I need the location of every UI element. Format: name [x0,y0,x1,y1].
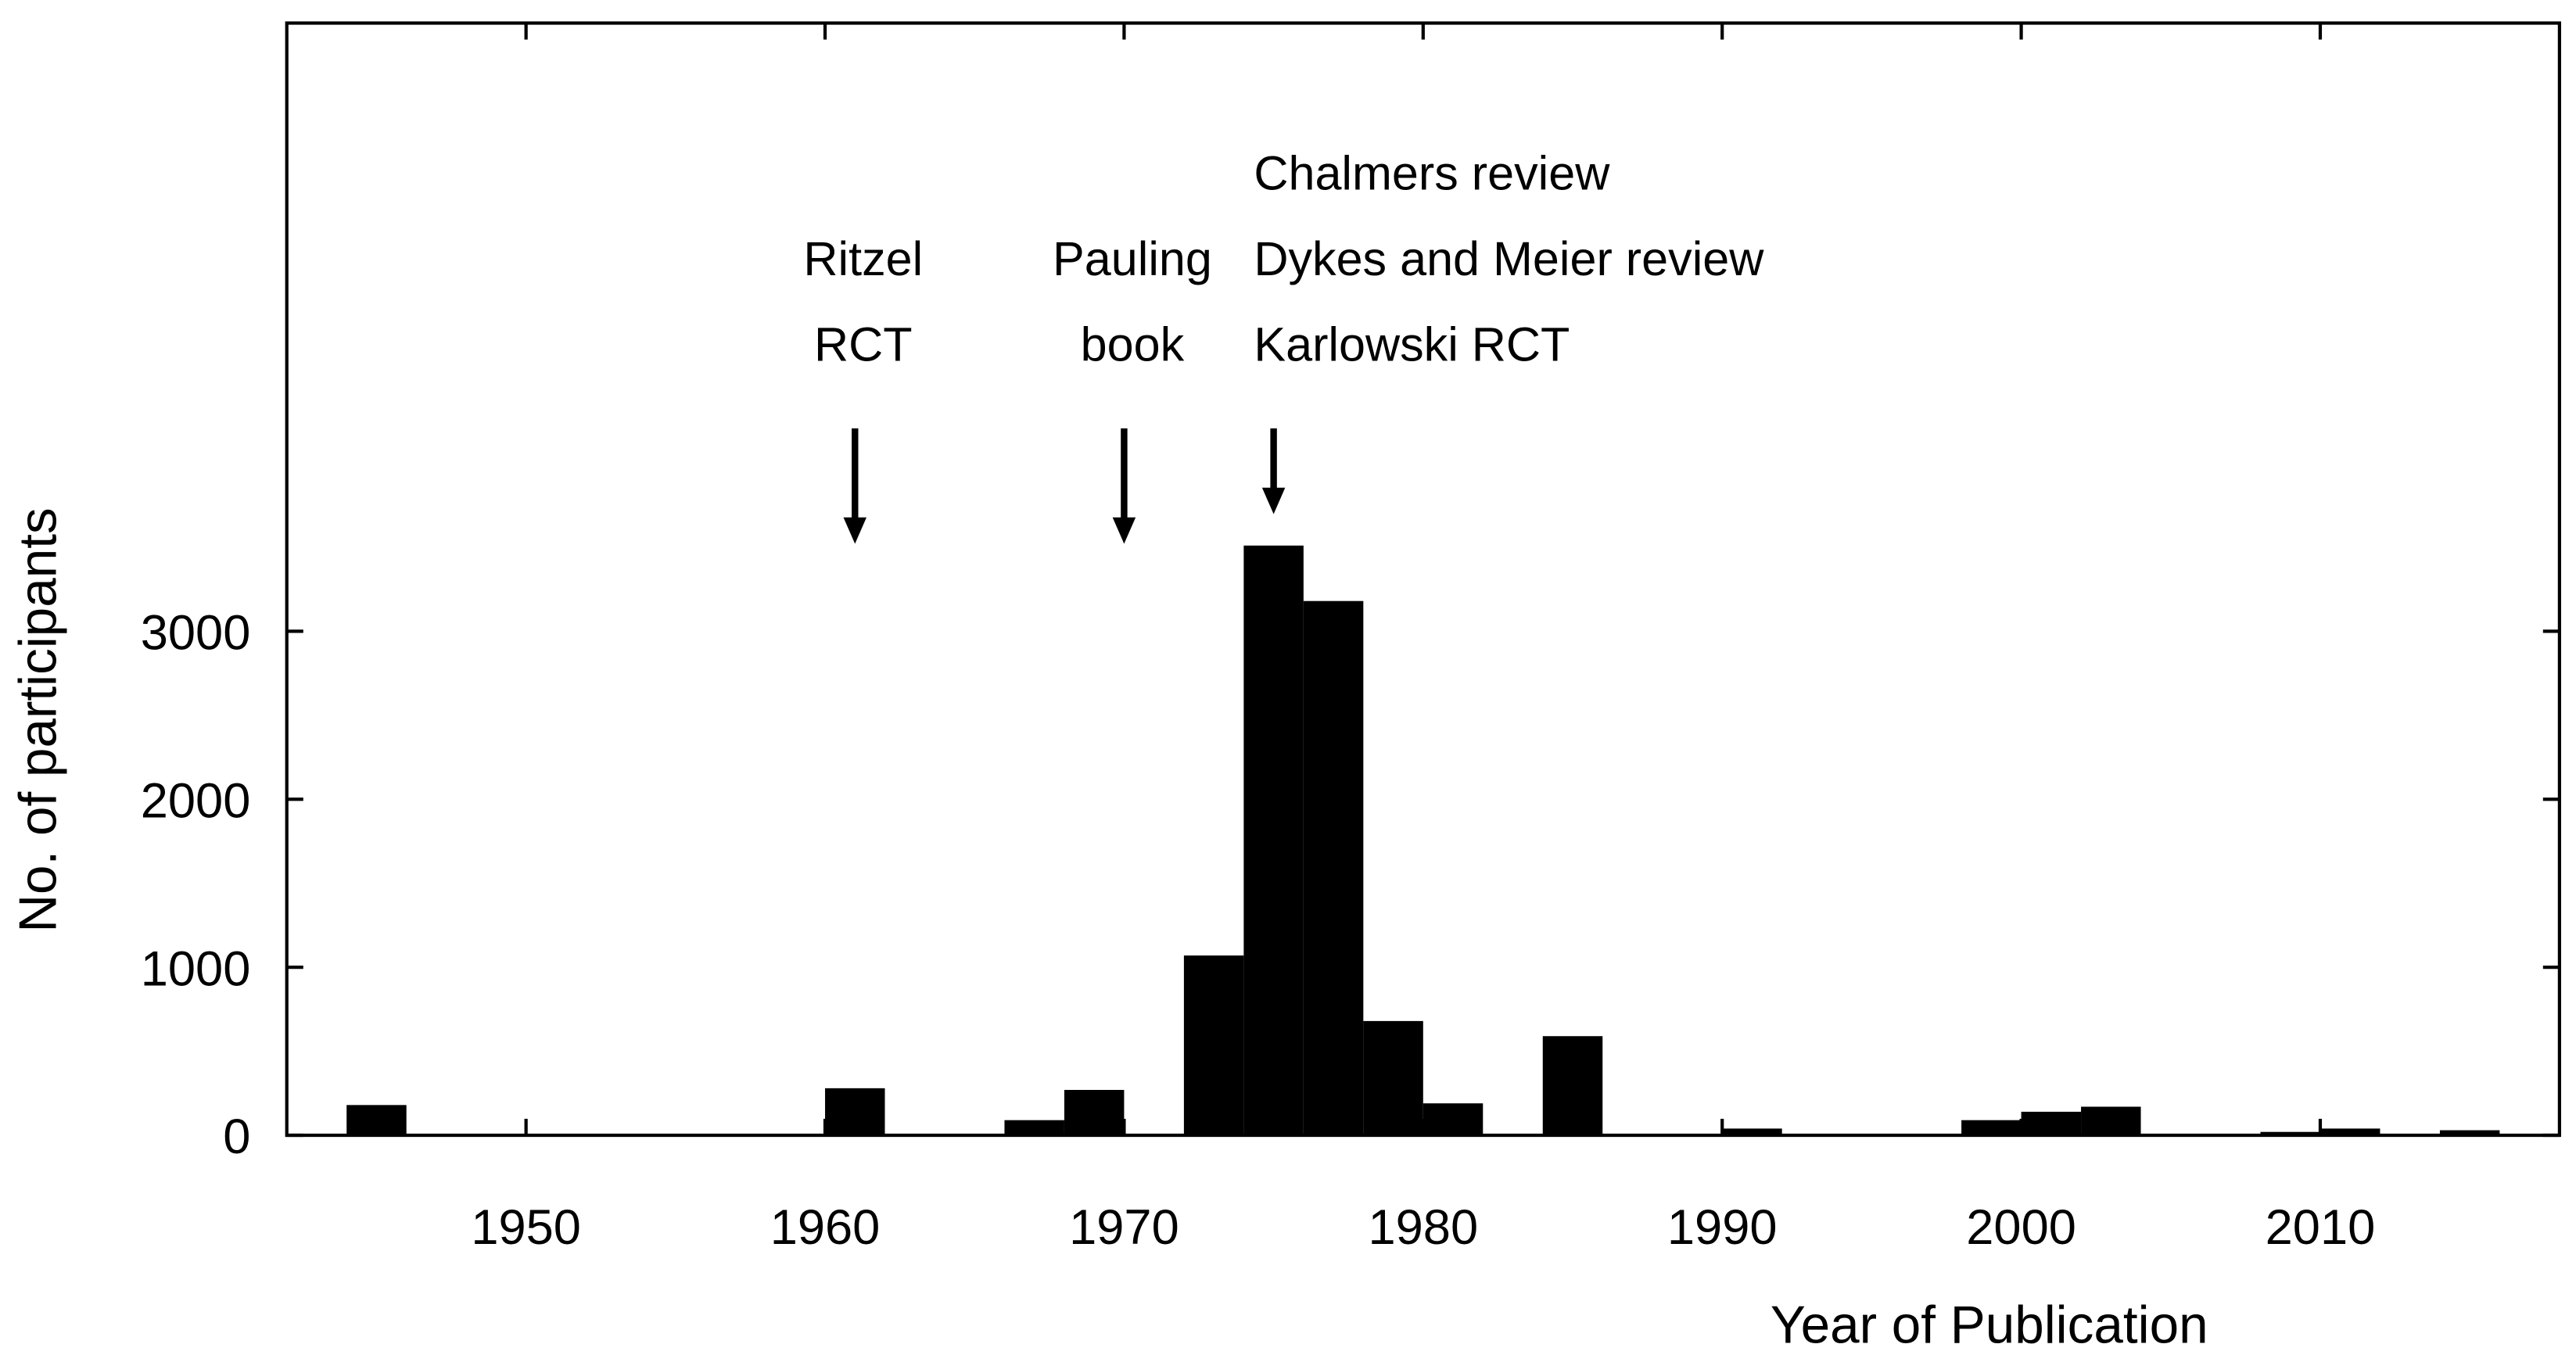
annotation-arrowhead [1112,517,1136,544]
x-axis-label: Year of Publication [1771,1296,2208,1355]
annotation-text: RCT [814,318,913,371]
x-tick-label: 1950 [471,1200,581,1255]
x-tick-label: 1970 [1069,1200,1179,1255]
annotation-text: Chalmers review [1254,146,1610,199]
y-tick-label: 2000 [141,773,251,828]
x-tick-label: 1960 [770,1200,881,1255]
annotation-text: Karlowski RCT [1254,318,1570,371]
annotation-text: book [1081,318,1185,371]
y-axis-label: No. of participants [9,507,68,932]
bar [1542,1036,1603,1136]
bar [825,1088,885,1136]
x-tick-label: 1980 [1368,1200,1478,1255]
bar [2260,1131,2320,1136]
bar [1722,1128,1782,1136]
bar [1243,545,1304,1136]
bar [1363,1020,1423,1136]
y-tick-label: 3000 [141,606,251,661]
bar [2319,1128,2380,1136]
y-tick-label: 1000 [141,941,251,996]
annotation-text: Ritzel [803,232,923,285]
annotation-arrowhead [843,517,867,544]
bar [2021,1111,2082,1136]
bar [1064,1090,1125,1136]
y-tick-label: 0 [223,1109,250,1164]
bar [1961,1120,2022,1136]
bar [2439,1130,2500,1136]
x-tick-label: 2000 [1966,1200,2076,1255]
bar [1303,600,1364,1136]
bar [1183,955,1244,1136]
annotation-text: Dykes and Meier review [1254,232,1764,285]
x-tick-label: 2010 [2266,1200,2376,1255]
bar [346,1105,407,1136]
x-tick-label: 1990 [1667,1200,1778,1255]
annotation-text: Pauling [1053,232,1212,285]
bar [1423,1103,1484,1136]
bar [2081,1106,2141,1136]
annotation-arrowhead [1261,487,1286,514]
bar [1004,1120,1064,1136]
